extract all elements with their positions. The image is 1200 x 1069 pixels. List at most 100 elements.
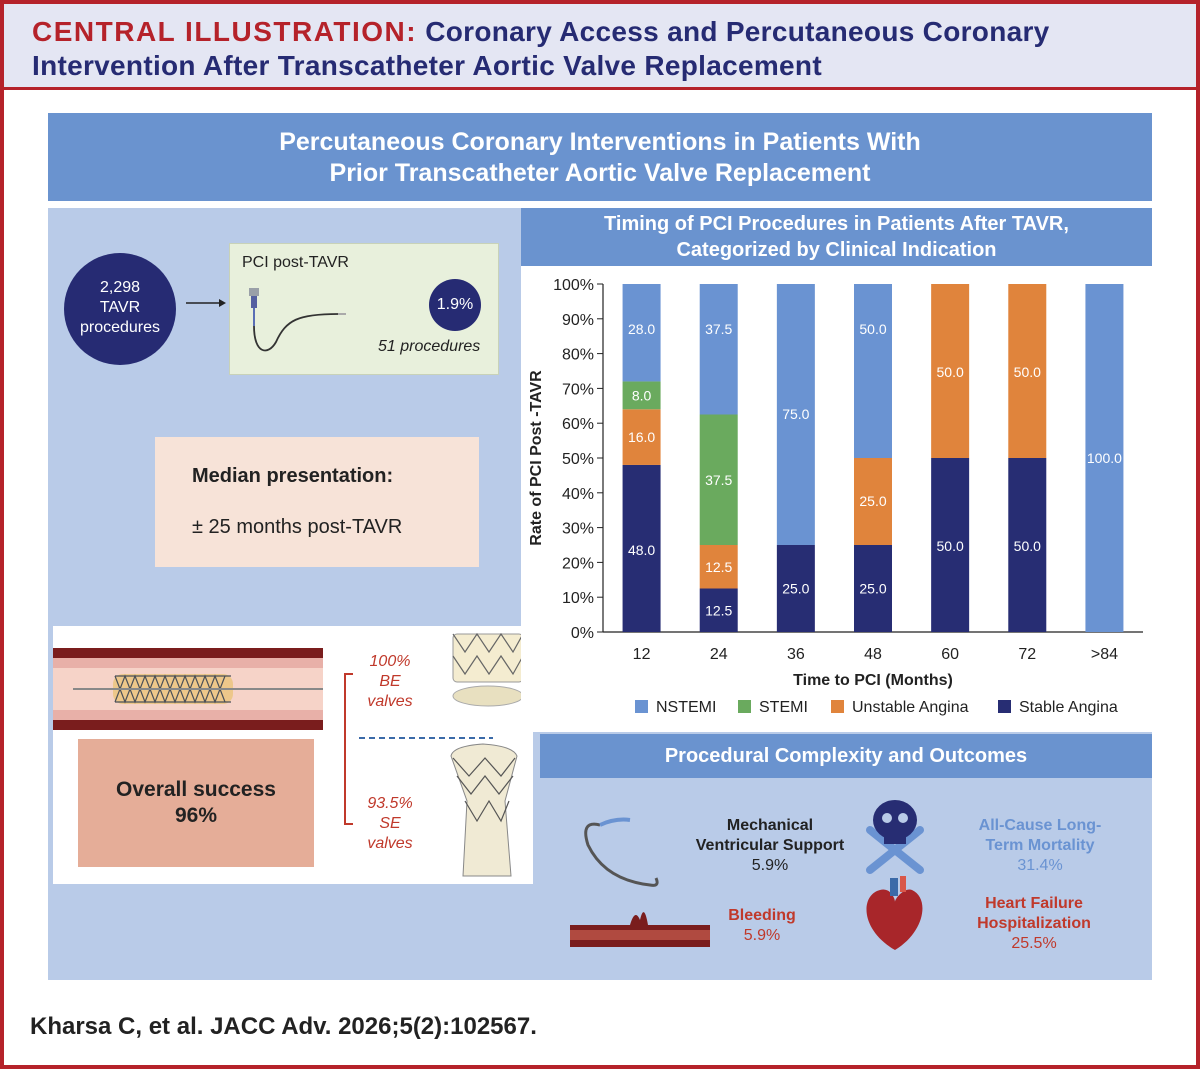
outcome-icons xyxy=(570,800,924,950)
bar-segment xyxy=(622,381,661,410)
se-valve-icon xyxy=(450,743,518,877)
y-tick-label: 90% xyxy=(562,312,594,329)
bar-segment xyxy=(622,284,661,382)
y-tick-label: 80% xyxy=(562,347,594,364)
data-label: 100.0 xyxy=(1087,450,1122,466)
pci-rate-circle: 1.9% xyxy=(429,279,481,331)
be-valve-icon xyxy=(452,632,524,707)
x-tick-label: 72 xyxy=(1018,646,1036,663)
bar-segment xyxy=(699,545,738,589)
banner-line-2: Prior Transcatheter Aortic Valve Replace… xyxy=(329,159,871,187)
be-valve-label: 100% BE valves xyxy=(360,652,420,712)
header-line-1: CENTRAL ILLUSTRATION: Coronary Access an… xyxy=(32,16,1050,48)
mcs-device-icon xyxy=(584,822,659,887)
mcs-line-2: Ventricular Support xyxy=(695,837,845,854)
overall-success-box: Overall success 96% xyxy=(78,739,314,867)
skull-icon xyxy=(866,800,924,874)
data-label: 16.0 xyxy=(628,429,655,445)
mortality-stat: All-Cause Long- Term Mortality 31.4% xyxy=(960,816,1120,876)
hf-line-1: Heart Failure xyxy=(985,895,1083,912)
outcomes-title: Procedural Complexity and Outcomes xyxy=(540,734,1152,778)
mcs-line-1: Mechanical xyxy=(726,817,814,834)
data-label: 25.0 xyxy=(859,493,886,509)
mcs-value: 5.9% xyxy=(751,857,789,874)
y-tick-label: 20% xyxy=(562,555,594,572)
bleeding-label: Bleeding xyxy=(728,907,796,924)
data-label: 50.0 xyxy=(1014,538,1041,554)
y-tick-label: 60% xyxy=(562,416,594,433)
x-tick-label: 48 xyxy=(864,646,882,663)
y-tick-label: 50% xyxy=(562,451,594,468)
bar-segment xyxy=(1085,284,1124,632)
x-tick-label: >84 xyxy=(1091,646,1118,663)
data-label: 50.0 xyxy=(937,538,964,554)
se-line-1: SE xyxy=(379,815,401,832)
data-label: 50.0 xyxy=(937,364,964,380)
header-title-2: Intervention After Transcatheter Aortic … xyxy=(32,50,822,81)
legend-label: NSTEMI xyxy=(656,699,716,716)
bar-segment xyxy=(931,284,970,458)
bar-segment xyxy=(854,458,892,545)
main-banner: Percutaneous Coronary Interventions in P… xyxy=(48,113,1152,201)
data-label: 8.0 xyxy=(632,387,652,403)
stacked-bar-chart: 0% 10% 20% 30% 40% 50% 60% 70% 80% 90% 100% 48.0 16.… xyxy=(528,277,1143,716)
hf-line-2: Hospitalization xyxy=(977,915,1091,932)
header-tag: CENTRAL ILLUSTRATION: xyxy=(32,16,418,47)
stent-artery-illustration xyxy=(53,632,524,877)
bar-segment xyxy=(854,284,892,458)
legend-swatch xyxy=(635,700,648,713)
mcs-stat: Mechanical Ventricular Support 5.9% xyxy=(680,816,860,876)
pci-procedures: 51 procedures xyxy=(378,338,481,355)
y-tick-label: 70% xyxy=(562,381,594,398)
tavr-count: 2,298 xyxy=(99,279,141,296)
y-tick-label: 10% xyxy=(562,590,594,607)
tavr-label-1: TAVR xyxy=(99,299,141,316)
header-title-1: Coronary Access and Percutaneous Coronar… xyxy=(425,16,1050,47)
bar-segment xyxy=(699,284,738,415)
tavr-label-2: procedures xyxy=(79,319,161,336)
legend-label: STEMI xyxy=(759,699,808,716)
y-tick-label: 0% xyxy=(571,625,594,642)
data-label: 48.0 xyxy=(628,542,655,558)
success-label: Overall success xyxy=(116,778,276,801)
bar-segment xyxy=(622,464,661,632)
mortality-value: 31.4% xyxy=(1017,857,1063,874)
citation: Kharsa C, et al. JACC Adv. 2026;5(2):102… xyxy=(30,1013,537,1040)
data-label: 25.0 xyxy=(859,581,886,597)
x-tick-label: 12 xyxy=(633,646,651,663)
be-line-1: BE xyxy=(379,673,401,690)
y-axis-label: Rate of PCI Post -TAVR xyxy=(528,370,545,546)
legend-swatch xyxy=(738,700,751,713)
x-tick-label: 60 xyxy=(941,646,959,663)
mortality-line-2: Term Mortality xyxy=(985,837,1095,854)
hf-stat: Heart Failure Hospitalization 25.5% xyxy=(960,894,1108,954)
bar-segment xyxy=(776,545,815,632)
bleeding-stat: Bleeding 5.9% xyxy=(712,906,812,946)
legend-swatch xyxy=(998,700,1011,713)
arrow-icon xyxy=(186,299,226,307)
data-label: 28.0 xyxy=(628,321,655,337)
se-line-2: valves xyxy=(367,835,413,852)
y-tick-label: 30% xyxy=(562,521,594,538)
data-label: 37.5 xyxy=(705,321,732,337)
legend-swatch xyxy=(831,700,844,713)
mortality-line-1: All-Cause Long- xyxy=(978,817,1102,834)
data-label: 12.5 xyxy=(705,602,732,618)
tavr-count-circle: 2,298 TAVR procedures xyxy=(64,253,176,365)
data-label: 50.0 xyxy=(859,321,886,337)
be-pct: 100% xyxy=(369,653,411,670)
se-valve-label: 93.5% SE valves xyxy=(360,794,420,854)
bar-segment xyxy=(776,284,815,545)
bar-segment xyxy=(699,414,738,545)
data-label: 12.5 xyxy=(705,559,732,575)
header: CENTRAL ILLUSTRATION: Coronary Access an… xyxy=(4,4,1196,90)
bar-segment xyxy=(622,409,661,465)
data-label: 25.0 xyxy=(782,581,809,597)
bar-segment xyxy=(1008,458,1047,632)
y-tick-label: 100% xyxy=(553,277,594,294)
bleeding-value: 5.9% xyxy=(743,927,781,944)
legend-label: Unstable Angina xyxy=(852,699,969,716)
bleeding-icon xyxy=(570,912,710,947)
y-tick-label: 40% xyxy=(562,486,594,503)
bar-segment xyxy=(699,588,738,632)
